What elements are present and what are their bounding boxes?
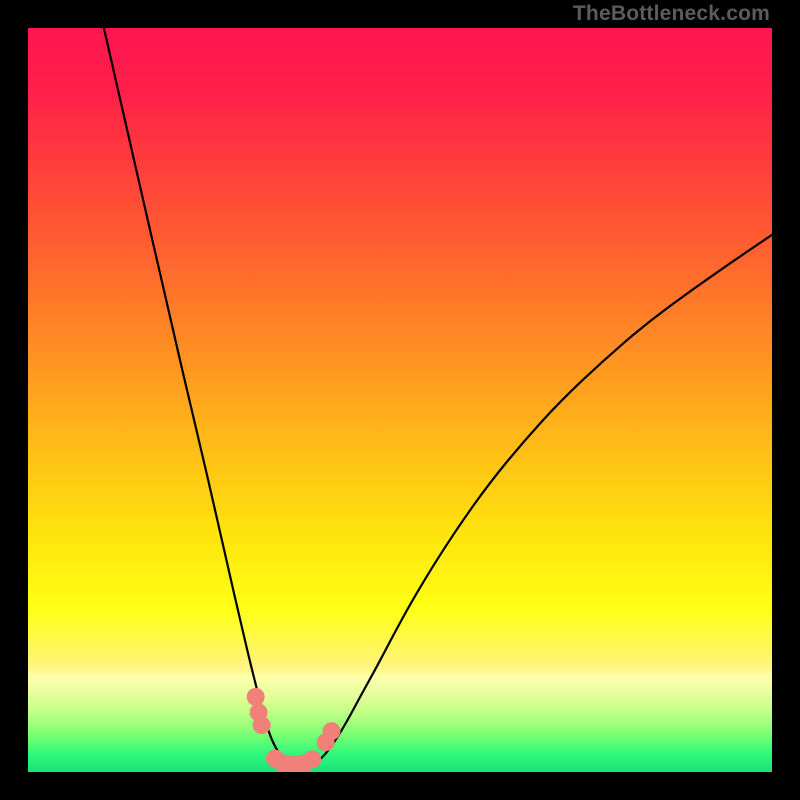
curve-marker <box>247 688 265 706</box>
chart-svg <box>28 28 772 772</box>
curve-marker <box>323 722 341 740</box>
curve-marker <box>303 750 321 768</box>
chart-plot-area <box>28 28 772 772</box>
watermark-text: TheBottleneck.com <box>573 2 770 26</box>
chart-background <box>28 28 772 772</box>
outer-frame: TheBottleneck.com <box>0 0 800 800</box>
curve-marker <box>253 716 271 734</box>
